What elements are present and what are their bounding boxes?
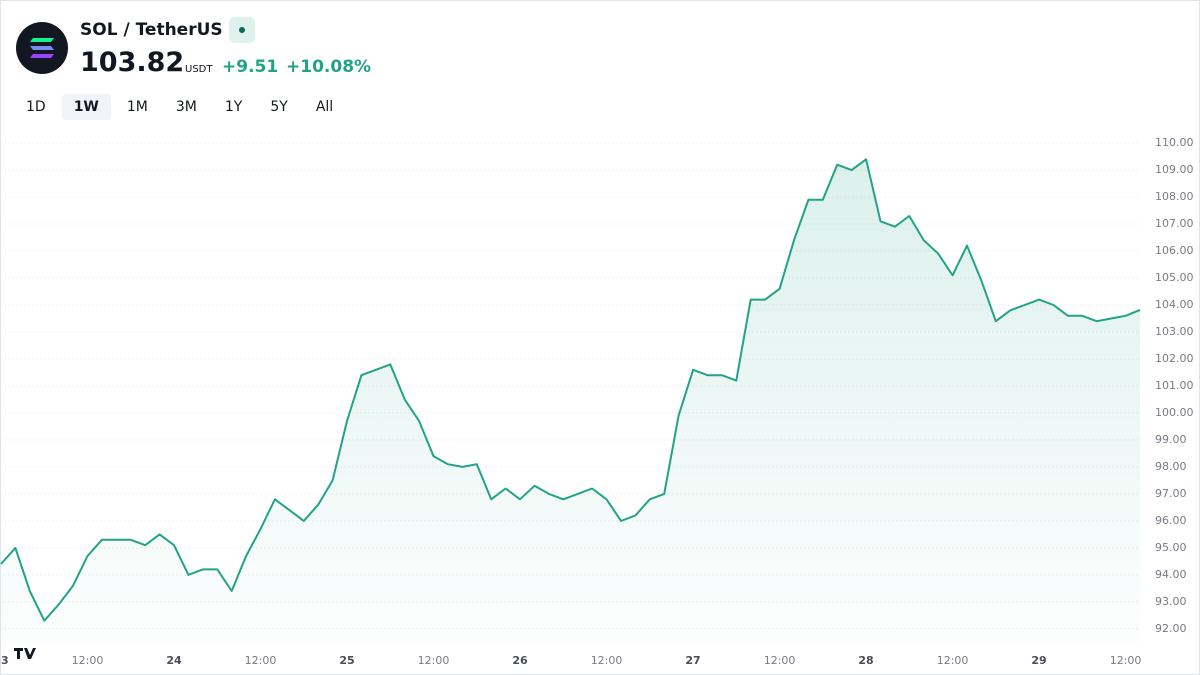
change: +9.51 bbox=[222, 57, 279, 77]
tv-logo bbox=[10, 643, 40, 663]
status-dot bbox=[229, 17, 255, 43]
price: 103.82 bbox=[80, 47, 185, 78]
range-button[interactable]: All bbox=[315, 99, 334, 115]
range-button[interactable]: 1D bbox=[26, 99, 46, 115]
range-bar: 1D 1W 1M 3M 1Y 5Y All bbox=[14, 94, 345, 120]
range-button[interactable]: 1W bbox=[61, 94, 111, 120]
range-button[interactable]: 5Y bbox=[270, 99, 288, 115]
change-percent: +10.08% bbox=[286, 57, 372, 77]
currency: USDT bbox=[185, 64, 213, 75]
logo bbox=[16, 22, 68, 74]
symbol: SOL / TetherUS bbox=[80, 20, 223, 40]
range-button[interactable]: 1M bbox=[126, 99, 148, 115]
range-button[interactable]: 3M bbox=[175, 99, 197, 115]
range-button[interactable]: 1Y bbox=[224, 99, 243, 115]
